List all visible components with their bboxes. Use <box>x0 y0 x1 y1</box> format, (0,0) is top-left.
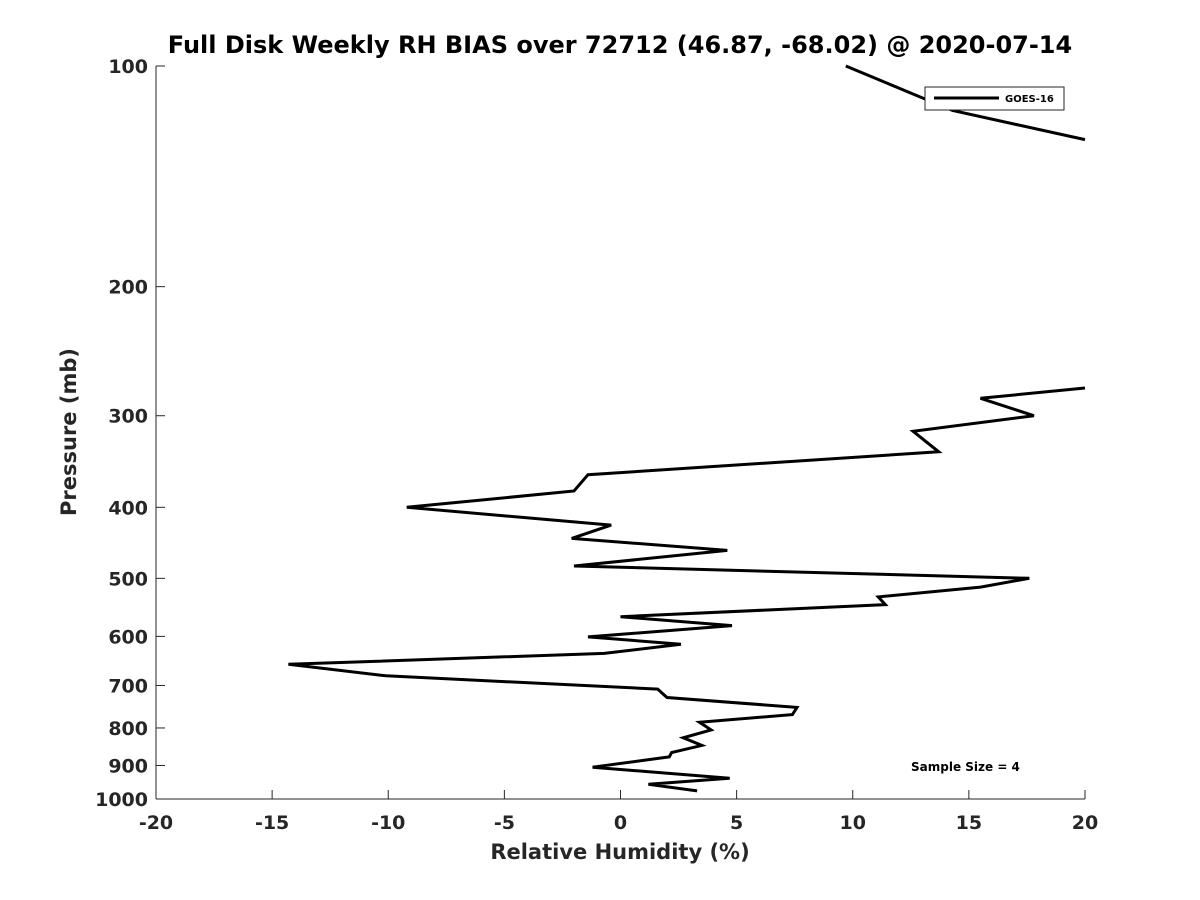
x-tick-label: -20 <box>139 812 173 834</box>
y-tick-label: 500 <box>108 568 148 590</box>
plot-lines <box>288 64 1086 793</box>
y-tick-label: 1000 <box>95 789 148 811</box>
x-tick-label: -10 <box>371 812 405 834</box>
x-tick-label: -15 <box>255 812 289 834</box>
y-tick-label: 200 <box>108 277 148 299</box>
y-tick-label: 600 <box>108 626 148 648</box>
x-tick-label: 5 <box>730 812 743 834</box>
x-ticks: -20 -15 -10 -5 0 5 10 15 20 <box>139 790 1098 834</box>
chart-title: Full Disk Weekly RH BIAS over 72712 (46.… <box>168 31 1072 59</box>
x-tick-label: 20 <box>1072 812 1098 834</box>
legend-label-goes-16: GOES-16 <box>1005 94 1054 105</box>
y-tick-label: 300 <box>108 406 148 428</box>
x-tick-label: -5 <box>494 812 515 834</box>
legend: GOES-16 <box>924 86 1065 111</box>
y-tick-label: 700 <box>108 675 148 697</box>
series-line-goes-16-segment-1 <box>288 386 1086 793</box>
y-tick-label: 400 <box>108 497 148 519</box>
x-axis-label: Relative Humidity (%) <box>490 840 749 864</box>
y-ticks: 100 200 300 400 500 600 700 800 900 1000 <box>95 56 165 811</box>
axes <box>155 66 1085 800</box>
y-axis-label: Pressure (mb) <box>57 348 81 516</box>
x-tick-label: 15 <box>956 812 982 834</box>
sample-size-annotation: Sample Size = 4 <box>911 760 1020 774</box>
x-tick-label: 10 <box>840 812 866 834</box>
x-tick-label: 0 <box>614 812 627 834</box>
y-tick-label: 800 <box>108 718 148 740</box>
y-tick-label: 100 <box>108 56 148 78</box>
y-tick-label: 900 <box>108 755 148 777</box>
